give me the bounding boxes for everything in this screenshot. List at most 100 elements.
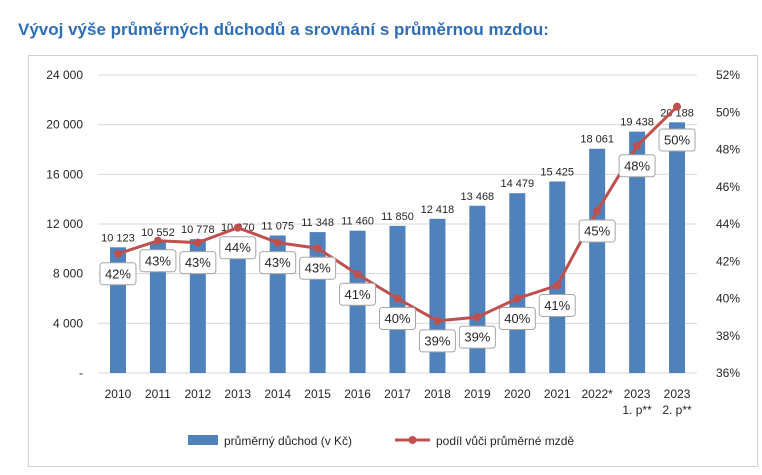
line-value-label: 41% <box>339 282 377 306</box>
line-point <box>153 236 162 245</box>
line-label-box <box>339 282 377 306</box>
x-tick-label: 2012 <box>184 387 211 401</box>
line-label-text: 40% <box>384 311 410 326</box>
x-tick-label: 2010 <box>105 387 132 401</box>
line-label-text: 44% <box>225 240 251 255</box>
line-label-box <box>99 262 137 286</box>
bar-value-label: 10 778 <box>181 224 215 236</box>
line-value-label: 39% <box>458 325 496 349</box>
bar-series <box>109 122 686 373</box>
bar-value-label: 11 460 <box>341 216 374 228</box>
line-value-label: 41% <box>538 293 576 317</box>
x-tick-label: 1. p** <box>622 403 652 417</box>
line-point <box>553 281 562 290</box>
line-label-box <box>418 329 456 353</box>
x-tick-label: 2017 <box>384 387 411 401</box>
x-tick-label: 2018 <box>424 387 451 401</box>
line-value-label: 50% <box>658 128 696 152</box>
line-label-box <box>139 249 177 273</box>
bar <box>549 181 566 373</box>
bar-value-label: 13 468 <box>461 191 495 203</box>
x-tick-label: 2016 <box>344 387 371 401</box>
line-label-text: 39% <box>464 330 490 345</box>
axes: - 4 000 8 000 12 000 16 000 20 000 24 000 36% 38… <box>46 68 740 417</box>
y-left-tick-label: 12 000 <box>46 217 83 231</box>
bar-value-label: 18 061 <box>580 134 614 146</box>
line-value-label: 39% <box>418 329 456 353</box>
x-tick-label: 2021 <box>544 387 571 401</box>
x-tick-label: 2023 <box>664 387 691 401</box>
line-value-label: 40% <box>379 307 416 330</box>
x-tick-label: 2023 <box>624 387 651 401</box>
bar-value-label: 11 348 <box>301 217 334 229</box>
line-label-box <box>658 128 696 152</box>
y-right-tick-label: 44% <box>716 217 740 231</box>
line-value-label: 42% <box>99 262 137 286</box>
line-label-text: 48% <box>624 158 650 173</box>
line-label-text: 43% <box>305 261 331 276</box>
line-label-text: 39% <box>424 333 450 348</box>
y-right-tick-label: 46% <box>716 180 740 194</box>
line-label-text: 41% <box>544 298 570 313</box>
line-label-text: 41% <box>345 287 371 302</box>
line-value-labels: 42% 43% 43% 44% 43% 43% 41% 40% 39% 39% 40% 41% 45% 4… <box>99 128 696 353</box>
bar-value-labels: 10 123 10 552 10 778 10 970 11 075 11 348 11 4… <box>101 107 694 244</box>
y-left-tick-label: - <box>79 366 83 380</box>
y-left-tick-label: 24 000 <box>46 68 83 82</box>
y-right-tick-label: 36% <box>716 366 740 380</box>
line-point <box>273 238 282 247</box>
bar <box>509 193 526 373</box>
x-tick-label: 2011 <box>145 387 171 401</box>
bar <box>229 236 246 373</box>
line-point <box>353 270 362 279</box>
bar-value-label: 10 123 <box>101 232 135 244</box>
x-tick-label: 2. p** <box>662 403 692 417</box>
y-right-tick-label: 52% <box>716 68 740 82</box>
line-label-text: 45% <box>584 223 610 238</box>
line-label-box <box>299 256 337 280</box>
line-value-label: 40% <box>498 307 536 330</box>
line-point <box>393 294 402 303</box>
line-point <box>593 206 602 215</box>
x-tick-label: 2014 <box>264 387 291 401</box>
chart-title: Vývoj výše průměrných důchodů a srovnání… <box>18 20 549 39</box>
line-label-box <box>538 293 576 317</box>
line-label-text: 43% <box>265 255 291 270</box>
line-label-box <box>379 307 416 330</box>
legend: průměrný důchod (v Kč) podíl vůči průměrn… <box>188 434 574 448</box>
line-label-text: 43% <box>145 253 171 268</box>
line-label-box <box>498 307 536 330</box>
y-left-tick-label: 8 000 <box>53 267 83 281</box>
bar-value-label: 11 075 <box>261 220 294 232</box>
legend-line-marker <box>408 436 417 444</box>
line-value-label: 43% <box>179 251 217 275</box>
line-label-box <box>618 154 656 178</box>
y-right-tick-label: 42% <box>716 254 740 268</box>
y-right-tick-label: 48% <box>716 143 740 157</box>
bar-value-label: 19 438 <box>620 117 654 129</box>
line-point <box>633 141 642 150</box>
line-point <box>233 223 242 232</box>
y-right-tick-label: 40% <box>716 292 740 306</box>
y-left-tick-label: 4 000 <box>53 316 83 330</box>
x-tick-label: 2019 <box>464 387 491 401</box>
bar-value-label: 11 850 <box>381 211 414 223</box>
legend-line-label: podíl vůči průměrné mzdě <box>436 434 574 448</box>
line-label-text: 43% <box>185 255 211 270</box>
line-point <box>473 313 482 322</box>
line-point <box>513 294 522 303</box>
line-label-box <box>458 325 496 349</box>
line-value-label: 43% <box>299 256 337 280</box>
line-point <box>313 244 322 253</box>
bar-value-label: 12 418 <box>421 204 455 216</box>
x-tick-label: 2022* <box>581 387 613 401</box>
x-tick-label: 2020 <box>504 387 531 401</box>
bar-value-label: 14 479 <box>500 178 534 190</box>
line-label-text: 42% <box>105 266 131 281</box>
y-right-tick-label: 50% <box>716 105 740 119</box>
line-label-text: 50% <box>664 133 690 148</box>
bar-value-label: 10 552 <box>141 227 175 239</box>
y-left-tick-label: 16 000 <box>46 167 83 181</box>
bar <box>669 122 686 373</box>
line-value-label: 48% <box>618 154 656 178</box>
